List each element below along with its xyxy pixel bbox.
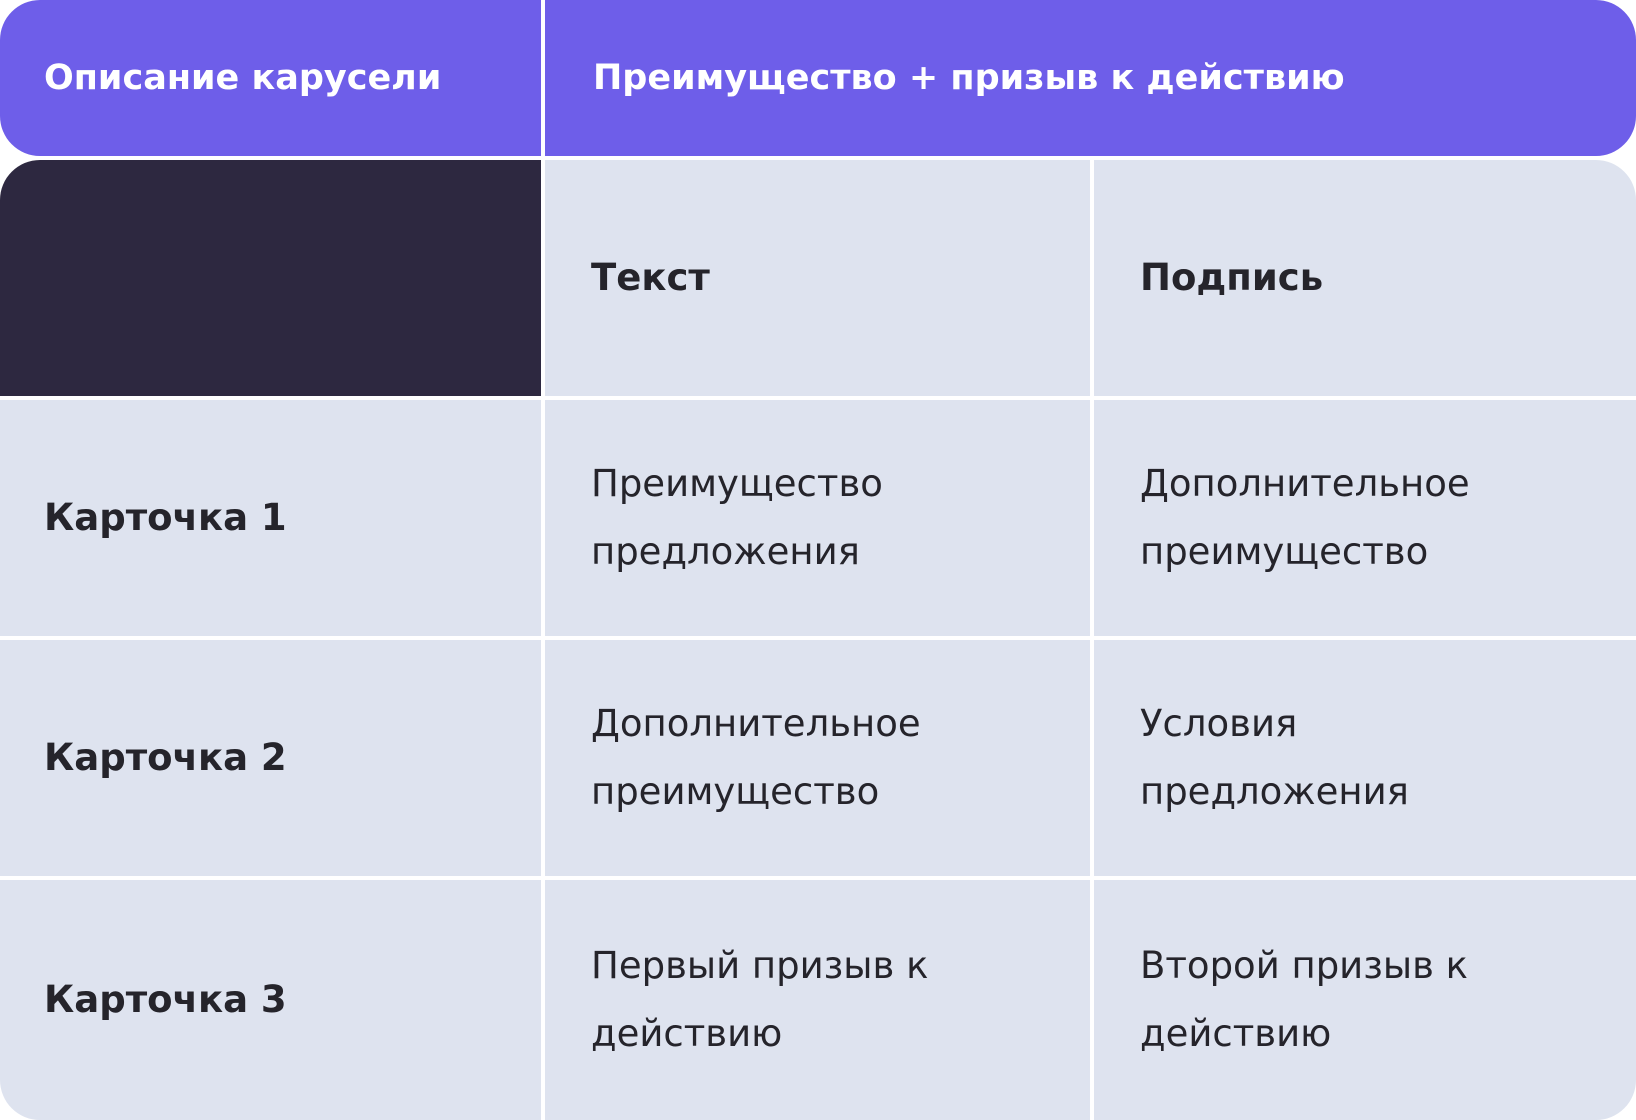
- table-cell-text: Дополнительное преимущество: [545, 640, 1090, 876]
- table-cell-text: Преимущество предложения: [545, 400, 1090, 636]
- row-label: Карточка 3: [0, 880, 541, 1120]
- row-label-text: Карточка 3: [44, 978, 287, 1021]
- cell-text: Дополнительное преимущество: [591, 702, 921, 813]
- cell-text: Условия предложения: [1140, 702, 1409, 813]
- cell-text: Дополнительное преимущество: [1140, 462, 1470, 573]
- column-header-label: Подпись: [1140, 256, 1324, 299]
- row-label-text: Карточка 2: [44, 736, 287, 779]
- column-header-label: Текст: [591, 256, 710, 299]
- row-label: Карточка 2: [0, 640, 541, 876]
- cell-text: Первый призыв к действию: [591, 944, 929, 1055]
- header-right: Преимущество + призыв к действию: [545, 0, 1636, 156]
- table-cell-caption: Условия предложения: [1094, 640, 1636, 876]
- column-header-text: Текст: [545, 160, 1090, 396]
- header-left: Описание карусели: [0, 0, 541, 156]
- cell-text: Преимущество предложения: [591, 462, 883, 573]
- table-cell-caption: Дополнительное преимущество: [1094, 400, 1636, 636]
- row-label: Карточка 1: [0, 400, 541, 636]
- header-left-label: Описание карусели: [44, 58, 442, 98]
- cell-text: Второй призыв к действию: [1140, 944, 1469, 1055]
- table-cell-text: Первый призыв к действию: [545, 880, 1090, 1120]
- table-cell-caption: Второй призыв к действию: [1094, 880, 1636, 1120]
- corner-cell: [0, 160, 541, 396]
- column-header-caption: Подпись: [1094, 160, 1636, 396]
- header-right-label: Преимущество + призыв к действию: [593, 58, 1345, 98]
- row-label-text: Карточка 1: [44, 496, 287, 539]
